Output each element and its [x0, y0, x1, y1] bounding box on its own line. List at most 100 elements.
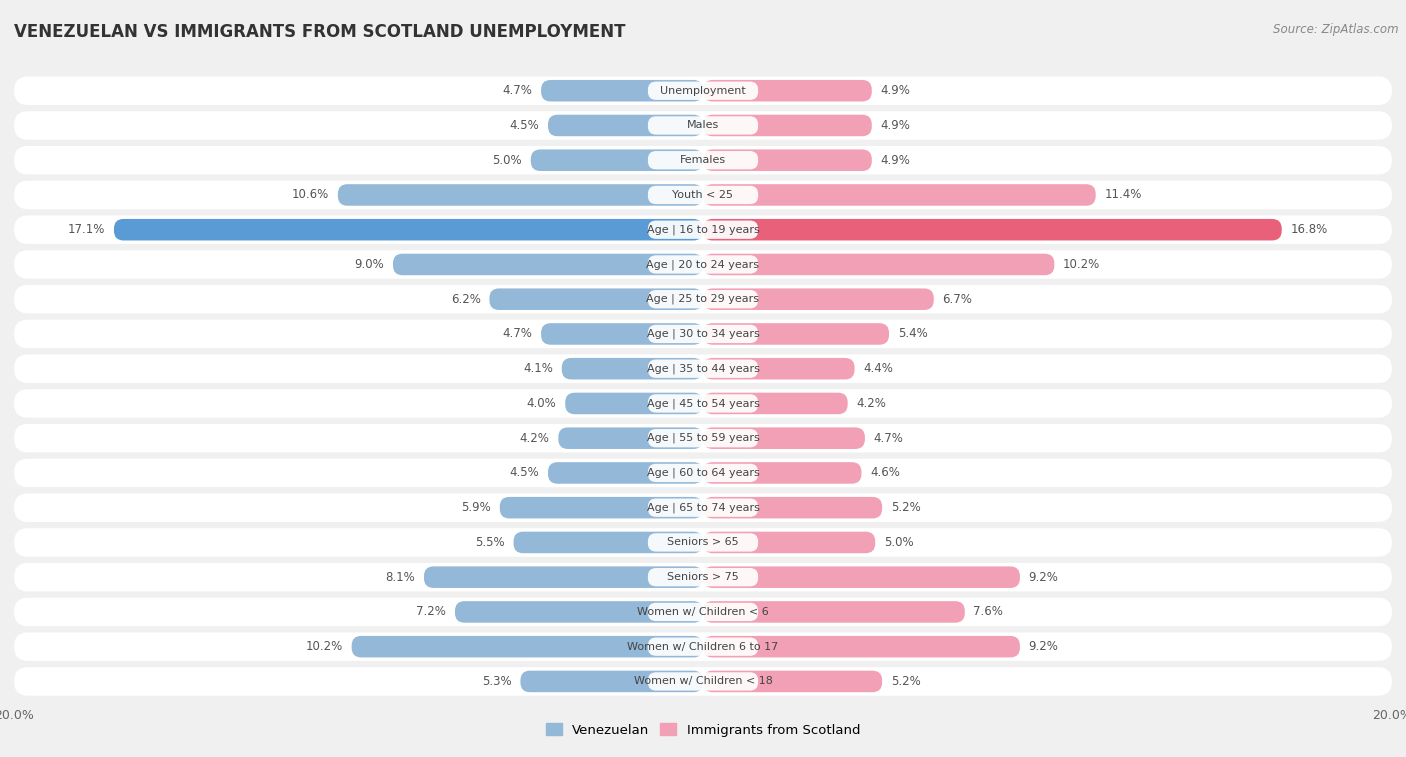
Text: 5.2%: 5.2%: [891, 675, 921, 688]
FancyBboxPatch shape: [14, 563, 1392, 591]
Text: 4.2%: 4.2%: [856, 397, 886, 410]
FancyBboxPatch shape: [703, 115, 872, 136]
Text: Unemployment: Unemployment: [661, 86, 745, 95]
Text: 5.0%: 5.0%: [492, 154, 522, 167]
FancyBboxPatch shape: [541, 80, 703, 101]
Text: 4.5%: 4.5%: [509, 119, 540, 132]
FancyBboxPatch shape: [703, 358, 855, 379]
Text: 5.0%: 5.0%: [884, 536, 914, 549]
Text: Age | 16 to 19 years: Age | 16 to 19 years: [647, 225, 759, 235]
FancyBboxPatch shape: [456, 601, 703, 623]
FancyBboxPatch shape: [14, 459, 1392, 488]
FancyBboxPatch shape: [14, 632, 1392, 661]
Text: 4.9%: 4.9%: [880, 119, 910, 132]
FancyBboxPatch shape: [648, 568, 758, 587]
FancyBboxPatch shape: [703, 288, 934, 310]
Text: 5.4%: 5.4%: [897, 328, 928, 341]
FancyBboxPatch shape: [14, 528, 1392, 556]
FancyBboxPatch shape: [14, 146, 1392, 174]
FancyBboxPatch shape: [648, 290, 758, 308]
Text: 4.1%: 4.1%: [523, 362, 553, 375]
FancyBboxPatch shape: [392, 254, 703, 276]
FancyBboxPatch shape: [648, 360, 758, 378]
FancyBboxPatch shape: [703, 254, 1054, 276]
FancyBboxPatch shape: [703, 566, 1019, 588]
FancyBboxPatch shape: [703, 497, 882, 519]
FancyBboxPatch shape: [648, 185, 758, 204]
FancyBboxPatch shape: [648, 117, 758, 135]
Text: 7.2%: 7.2%: [416, 606, 446, 618]
FancyBboxPatch shape: [648, 325, 758, 343]
FancyBboxPatch shape: [565, 393, 703, 414]
Text: 11.4%: 11.4%: [1104, 188, 1142, 201]
FancyBboxPatch shape: [541, 323, 703, 344]
FancyBboxPatch shape: [14, 667, 1392, 696]
FancyBboxPatch shape: [703, 393, 848, 414]
Text: Age | 25 to 29 years: Age | 25 to 29 years: [647, 294, 759, 304]
FancyBboxPatch shape: [703, 149, 872, 171]
Text: 10.2%: 10.2%: [305, 640, 343, 653]
FancyBboxPatch shape: [558, 428, 703, 449]
FancyBboxPatch shape: [648, 255, 758, 273]
FancyBboxPatch shape: [703, 463, 862, 484]
Text: 10.6%: 10.6%: [292, 188, 329, 201]
FancyBboxPatch shape: [114, 219, 703, 241]
Text: 5.5%: 5.5%: [475, 536, 505, 549]
Text: Women w/ Children < 18: Women w/ Children < 18: [634, 677, 772, 687]
Text: Males: Males: [688, 120, 718, 130]
Text: 4.5%: 4.5%: [509, 466, 540, 479]
FancyBboxPatch shape: [14, 424, 1392, 453]
Text: Women w/ Children 6 to 17: Women w/ Children 6 to 17: [627, 642, 779, 652]
FancyBboxPatch shape: [531, 149, 703, 171]
Text: Age | 20 to 24 years: Age | 20 to 24 years: [647, 259, 759, 269]
Text: 4.9%: 4.9%: [880, 84, 910, 97]
FancyBboxPatch shape: [648, 464, 758, 482]
FancyBboxPatch shape: [14, 319, 1392, 348]
FancyBboxPatch shape: [648, 533, 758, 552]
Text: Age | 30 to 34 years: Age | 30 to 34 years: [647, 329, 759, 339]
FancyBboxPatch shape: [703, 601, 965, 623]
Text: 6.7%: 6.7%: [942, 293, 973, 306]
Text: Youth < 25: Youth < 25: [672, 190, 734, 200]
Text: Age | 45 to 54 years: Age | 45 to 54 years: [647, 398, 759, 409]
FancyBboxPatch shape: [703, 636, 1019, 657]
FancyBboxPatch shape: [548, 115, 703, 136]
Text: 9.2%: 9.2%: [1029, 571, 1059, 584]
FancyBboxPatch shape: [489, 288, 703, 310]
Text: 4.2%: 4.2%: [520, 431, 550, 444]
Text: Seniors > 75: Seniors > 75: [666, 572, 740, 582]
Text: 8.1%: 8.1%: [385, 571, 415, 584]
FancyBboxPatch shape: [648, 429, 758, 447]
Text: Age | 55 to 59 years: Age | 55 to 59 years: [647, 433, 759, 444]
Text: 16.8%: 16.8%: [1291, 223, 1327, 236]
Legend: Venezuelan, Immigrants from Scotland: Venezuelan, Immigrants from Scotland: [541, 718, 865, 742]
Text: 5.3%: 5.3%: [482, 675, 512, 688]
FancyBboxPatch shape: [648, 637, 758, 656]
FancyBboxPatch shape: [703, 219, 1282, 241]
FancyBboxPatch shape: [648, 394, 758, 413]
Text: Seniors > 65: Seniors > 65: [668, 537, 738, 547]
FancyBboxPatch shape: [337, 184, 703, 206]
Text: 6.2%: 6.2%: [451, 293, 481, 306]
FancyBboxPatch shape: [513, 531, 703, 553]
FancyBboxPatch shape: [648, 672, 758, 690]
FancyBboxPatch shape: [14, 494, 1392, 522]
FancyBboxPatch shape: [14, 251, 1392, 279]
FancyBboxPatch shape: [703, 531, 875, 553]
Text: Women w/ Children < 6: Women w/ Children < 6: [637, 607, 769, 617]
FancyBboxPatch shape: [648, 603, 758, 621]
FancyBboxPatch shape: [703, 428, 865, 449]
Text: 4.6%: 4.6%: [870, 466, 900, 479]
FancyBboxPatch shape: [548, 463, 703, 484]
Text: Age | 60 to 64 years: Age | 60 to 64 years: [647, 468, 759, 478]
FancyBboxPatch shape: [14, 598, 1392, 626]
Text: 10.2%: 10.2%: [1063, 258, 1101, 271]
Text: Age | 35 to 44 years: Age | 35 to 44 years: [647, 363, 759, 374]
FancyBboxPatch shape: [425, 566, 703, 588]
Text: 4.9%: 4.9%: [880, 154, 910, 167]
FancyBboxPatch shape: [703, 184, 1095, 206]
FancyBboxPatch shape: [14, 285, 1392, 313]
Text: 9.0%: 9.0%: [354, 258, 384, 271]
FancyBboxPatch shape: [14, 181, 1392, 209]
Text: VENEZUELAN VS IMMIGRANTS FROM SCOTLAND UNEMPLOYMENT: VENEZUELAN VS IMMIGRANTS FROM SCOTLAND U…: [14, 23, 626, 41]
